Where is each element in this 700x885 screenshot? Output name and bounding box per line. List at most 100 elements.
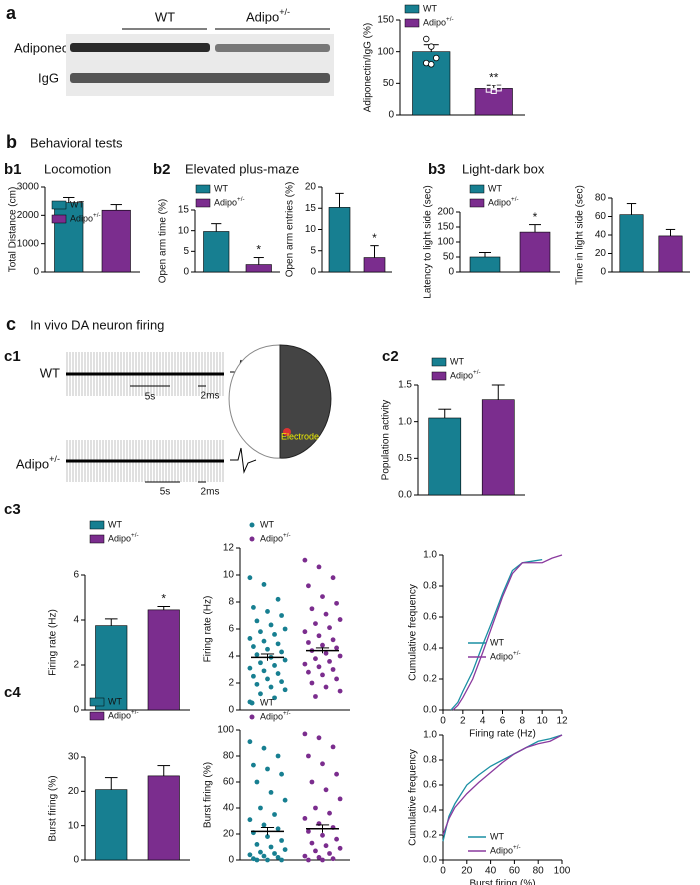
x-tick-label: 40 <box>485 866 497 877</box>
y-tick-label: 100 <box>437 237 454 248</box>
data-point <box>320 594 325 599</box>
panel-title: In vivo DA neuron firing <box>30 317 164 332</box>
y-tick-label: 15 <box>178 205 190 216</box>
scale-label: 2ms <box>201 487 220 498</box>
y-tick-label: 100 <box>217 725 234 736</box>
y-tick-label: 1.0 <box>423 550 437 561</box>
data-point <box>337 845 343 851</box>
data-point <box>268 622 274 628</box>
data-point <box>261 853 267 859</box>
data-point <box>313 621 318 626</box>
y-tick-label: 2 <box>73 660 79 671</box>
data-point <box>254 652 260 658</box>
legend-marker <box>249 700 255 706</box>
trace-label: WT <box>40 365 60 380</box>
bar <box>95 625 128 711</box>
legend-label: WT <box>423 3 437 13</box>
data-point <box>330 637 336 643</box>
y-axis-label: Time in light side (sec) <box>575 185 586 285</box>
y-tick-label: 0.5 <box>398 453 412 464</box>
electrode-label: Electrode <box>281 431 319 441</box>
bar <box>412 51 451 116</box>
data-point <box>302 853 308 859</box>
waveform <box>230 447 257 474</box>
legend-label: WT <box>214 183 228 193</box>
x-tick-label: 8 <box>520 716 526 727</box>
cumulative-line <box>442 734 563 836</box>
data-point <box>261 822 267 828</box>
data-point <box>247 665 253 671</box>
y-tick-label: 1000 <box>17 238 40 249</box>
y-tick-label: 60 <box>223 777 235 788</box>
y-tick-label: 2000 <box>17 210 40 221</box>
y-tick-label: 200 <box>437 207 454 218</box>
data-point <box>251 644 256 649</box>
panel-label: c3 <box>4 501 21 518</box>
data-point <box>282 626 288 632</box>
y-tick-label: 10 <box>68 820 80 831</box>
scale-label: 2ms <box>201 391 220 402</box>
y-tick-label: 0.2 <box>423 830 437 841</box>
y-tick-label: 10 <box>178 225 190 236</box>
y-tick-label: 6 <box>73 570 79 581</box>
bar <box>519 231 551 273</box>
y-tick-label: 0.0 <box>398 490 412 501</box>
data-point <box>309 680 315 686</box>
data-point <box>254 681 260 687</box>
data-point <box>334 771 339 777</box>
legend-label: Adipo+/- <box>108 709 139 720</box>
data-point <box>428 61 435 68</box>
legend-swatch <box>89 520 105 530</box>
data-point <box>265 857 270 863</box>
y-tick-label: 50 <box>383 78 395 89</box>
data-point <box>334 645 339 651</box>
data-point <box>306 583 311 589</box>
legend-swatch <box>195 198 211 208</box>
data-point <box>272 812 277 817</box>
data-point <box>279 857 284 863</box>
data-point <box>334 836 339 842</box>
legend-swatch <box>89 534 105 544</box>
y-tick-label: 150 <box>437 222 454 233</box>
data-point <box>275 641 281 647</box>
y-tick-label: 5 <box>310 245 316 256</box>
data-point <box>327 810 332 816</box>
y-tick-label: 20 <box>68 786 80 797</box>
x-tick-label: 100 <box>554 866 571 877</box>
bar <box>101 209 131 273</box>
bar <box>474 88 513 116</box>
data-point <box>261 582 267 587</box>
y-tick-label: 20 <box>305 182 317 193</box>
blot-group: WT <box>155 9 175 24</box>
x-tick-label: 60 <box>509 866 521 877</box>
bar <box>428 417 462 496</box>
y-tick-label: 80 <box>595 193 607 204</box>
data-point <box>282 797 288 803</box>
data-point <box>330 575 336 581</box>
data-point <box>268 684 274 690</box>
data-point <box>428 43 435 50</box>
y-tick-label: 60 <box>595 211 607 222</box>
data-point <box>316 564 322 570</box>
data-point <box>323 843 329 849</box>
y-tick-label: 0.6 <box>423 780 437 791</box>
y-axis-label: Open arm entries (%) <box>285 182 296 278</box>
x-tick-label: 12 <box>556 716 568 727</box>
x-tick-label: 6 <box>500 716 506 727</box>
y-tick-label: 0 <box>183 267 189 278</box>
y-tick-label: 4 <box>228 651 234 662</box>
data-point <box>302 557 308 563</box>
data-point <box>272 632 277 637</box>
y-tick-label: 0 <box>73 705 79 716</box>
data-point <box>265 609 270 614</box>
data-point <box>268 844 274 850</box>
data-point <box>323 611 329 617</box>
data-point <box>320 672 325 678</box>
blot-row: Adiponectin <box>14 40 82 55</box>
y-tick-label: 0.8 <box>423 581 437 592</box>
y-axis-label: Adiponectin/IgG (%) <box>363 23 374 113</box>
data-point <box>302 629 308 635</box>
significance: * <box>161 592 166 606</box>
panel-label: c1 <box>4 348 21 365</box>
